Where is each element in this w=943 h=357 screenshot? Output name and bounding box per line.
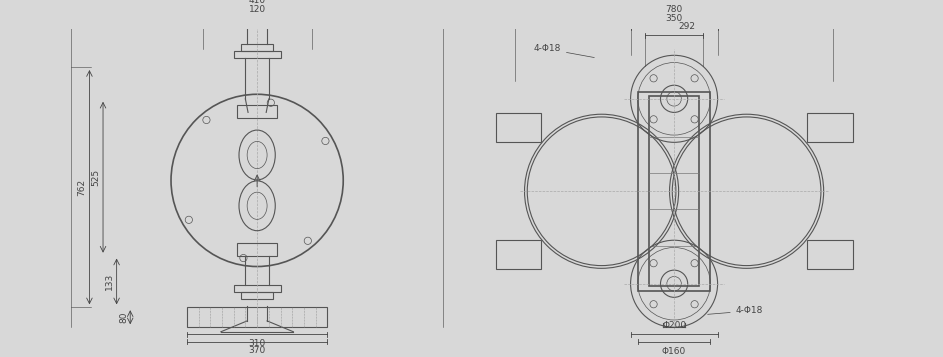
Bar: [807, 240, 852, 269]
Bar: [807, 113, 852, 142]
Bar: [187, 307, 327, 327]
Text: 370: 370: [249, 346, 266, 355]
Bar: [495, 240, 541, 269]
Bar: [238, 105, 277, 118]
Bar: [637, 91, 710, 291]
Bar: [238, 243, 277, 256]
Bar: [234, 285, 281, 292]
Text: 780: 780: [666, 5, 683, 14]
Text: 410: 410: [249, 0, 266, 5]
Text: 4-Φ18: 4-Φ18: [707, 306, 763, 316]
Text: 4-Φ18: 4-Φ18: [534, 45, 594, 57]
Text: 350: 350: [666, 14, 683, 23]
Text: Φ200: Φ200: [662, 321, 687, 330]
Text: 762: 762: [77, 178, 87, 196]
Bar: [234, 51, 281, 58]
Bar: [495, 113, 541, 142]
Bar: [240, 44, 273, 51]
Text: 525: 525: [91, 169, 100, 186]
Text: 133: 133: [105, 273, 114, 290]
Bar: [649, 96, 700, 286]
Text: 292: 292: [679, 22, 696, 31]
Text: 80: 80: [120, 312, 128, 323]
Bar: [240, 292, 273, 299]
Text: 310: 310: [249, 339, 266, 348]
Text: 120: 120: [249, 5, 266, 14]
Text: Φ160: Φ160: [662, 347, 687, 356]
